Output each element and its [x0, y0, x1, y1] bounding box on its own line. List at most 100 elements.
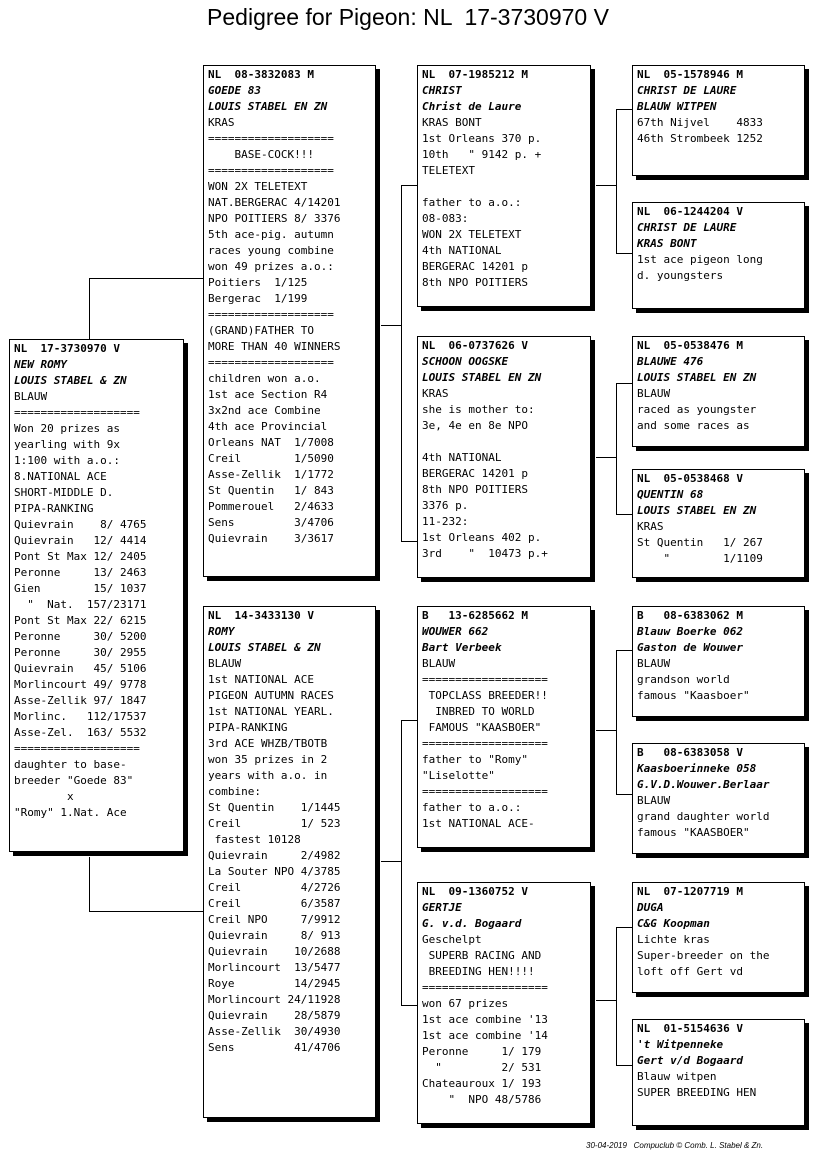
breeder-name: LOUIS STABEL & ZN: [208, 641, 321, 654]
ring-number: NL 05-0538476 M: [637, 339, 743, 352]
card-line: NPO POITIERS 8/ 3376: [208, 212, 341, 225]
connector-line: [89, 911, 203, 912]
pigeon-card-dam-dam-sire[interactable]: NL 07-1207719 M DUGA C&G Koopman Lichte kra…: [632, 882, 805, 993]
card-line: 5th ace-pig. autumn: [208, 228, 334, 241]
pigeon-card-subject[interactable]: NL 17-3730970 V NEW ROMY LOUIS STABEL & ZN…: [9, 339, 184, 852]
card-line: raced as youngster: [637, 403, 757, 416]
pigeon-name: CHRIST DE LAURE: [637, 221, 737, 234]
card-line: 46th Strombeek 1252: [637, 132, 763, 145]
card-line: ===================: [208, 308, 334, 321]
pigeon-card-sire-sire-sire[interactable]: NL 05-1578946 M CHRIST DE LAURE BLAUW WITP…: [632, 65, 805, 176]
card-line: ===================: [14, 742, 140, 755]
card-line: children won a.o.: [208, 372, 321, 385]
card-line: SUPER BREEDING HEN: [637, 1086, 757, 1099]
pigeon-name: BLAUWE 476: [637, 355, 704, 368]
pigeon-name: 't Witpenneke: [637, 1038, 724, 1051]
card-line: 1st ace combine '14: [422, 1029, 548, 1042]
card-line: breeder "Goede 83": [14, 774, 134, 787]
card-line: FAMOUS "KAASBOER": [422, 721, 542, 734]
card-line: Won 20 prizes as: [14, 422, 120, 435]
card-line: father to a.o.:: [422, 801, 522, 814]
card-line: [422, 434, 586, 450]
connector-line: [616, 927, 617, 1066]
connector-line: [616, 650, 617, 795]
connector-line: [616, 383, 632, 384]
ring-number: NL 07-1207719 M: [637, 885, 743, 898]
card-line: 1st Orleans 370 p.: [422, 132, 542, 145]
card-line: Asse-Zellik 97/ 1847: [14, 694, 147, 707]
breeder-name: Bart Verbeek: [422, 641, 502, 654]
card-line: 3rd " 10473 p.+: [422, 547, 548, 560]
breeder-name: C&G Koopman: [637, 917, 710, 930]
card-line: 3rd ACE WHZB/TBOTB: [208, 737, 328, 750]
pigeon-card-sire-dam-dam[interactable]: NL 05-0538468 V QUENTIN 68 LOUIS STABEL EN…: [632, 469, 805, 578]
card-line: INBRED TO WORLD: [422, 705, 535, 718]
card-line: 1st NATIONAL ACE: [208, 673, 314, 686]
ring-number: NL 08-3832083 M: [208, 68, 314, 81]
card-line: Orleans NAT 1/7008: [208, 436, 334, 449]
card-line: father to "Romy": [422, 753, 528, 766]
connector-line: [616, 109, 632, 110]
breeder-name: LOUIS STABEL EN ZN: [637, 371, 757, 384]
card-line: PIPA-RANKING: [208, 721, 288, 734]
card-line: SHORT-MIDDLE D.: [14, 486, 114, 499]
pigeon-card-sire-sire[interactable]: NL 07-1985212 M CHRIST Christ de Laure KRAS…: [417, 65, 591, 307]
card-line: Morlinc. 112/17537: [14, 710, 147, 723]
card-line: KRAS: [208, 116, 235, 129]
pigeon-card-dam-sire-dam[interactable]: B 08-6383058 V Kaasboerinneke 058 G.V.D.Wo…: [632, 743, 805, 854]
card-line: St Quentin 1/ 843: [208, 484, 334, 497]
pigeon-card-dam[interactable]: NL 14-3433130 V ROMY LOUIS STABEL & ZN BLAU…: [203, 606, 376, 1118]
card-line: father to a.o.:: [422, 196, 522, 209]
card-line: Asse-Zellik 1/1772: [208, 468, 334, 481]
connector-line: [616, 253, 632, 254]
ring-number: NL 07-1985212 M: [422, 68, 528, 81]
card-line: ===================: [14, 406, 140, 419]
pigeon-card-dam-sire-sire[interactable]: B 08-6383062 M Blauw Boerke 062 Gaston de …: [632, 606, 805, 717]
card-line: yearling with 9x: [14, 438, 120, 451]
card-line: ===================: [208, 356, 334, 369]
pigeon-card-sire[interactable]: NL 08-3832083 M GOEDE 83 LOUIS STABEL EN Z…: [203, 65, 376, 577]
card-line: BASE-COCK!!!: [208, 148, 314, 161]
card-line: TELETEXT: [422, 164, 475, 177]
card-line: Blauw witpen: [637, 1070, 717, 1083]
pigeon-card-sire-sire-dam[interactable]: NL 06-1244204 V CHRIST DE LAURE KRAS BONT 1…: [632, 202, 805, 309]
card-line: Quievrain 12/ 4414: [14, 534, 147, 547]
card-line: TOPCLASS BREEDER!!: [422, 689, 548, 702]
card-line: Roye 14/2945: [208, 977, 341, 990]
pigeon-card-sire-dam-sire[interactable]: NL 05-0538476 M BLAUWE 476 LOUIS STABEL EN…: [632, 336, 805, 447]
pigeon-card-sire-dam[interactable]: NL 06-0737626 V SCHOON OOGSKE LOUIS STABEL…: [417, 336, 591, 578]
card-line: PIPA-RANKING: [14, 502, 94, 515]
ring-number: NL 09-1360752 V: [422, 885, 528, 898]
card-line: races young combine: [208, 244, 334, 257]
card-line: Pommerouel 2/4633: [208, 500, 334, 513]
card-line: 10th " 9142 p. +: [422, 148, 542, 161]
breeder-name: LOUIS STABEL EN ZN: [422, 371, 542, 384]
connector-line: [401, 720, 417, 721]
connector-line: [616, 650, 632, 651]
card-line: years with a.o. in: [208, 769, 328, 782]
card-line: Morlincourt 13/5477: [208, 961, 341, 974]
card-line: Sens 41/4706: [208, 1041, 341, 1054]
connector-line: [596, 457, 616, 458]
pigeon-card-dam-dam-dam[interactable]: NL 01-5154636 V 't Witpenneke Gert v/d Bog…: [632, 1019, 805, 1126]
breeder-name: G.V.D.Wouwer.Berlaar: [637, 778, 770, 791]
pigeon-name: NEW ROMY: [14, 358, 67, 371]
card-line: 1st Orleans 402 p.: [422, 531, 542, 544]
card-line: Quievrain 8/ 913: [208, 929, 341, 942]
breeder-name: BLAUW WITPEN: [637, 100, 717, 113]
card-line: KRAS: [422, 387, 449, 400]
connector-line: [401, 1005, 417, 1006]
pigeon-card-dam-dam[interactable]: NL 09-1360752 V GERTJE G. v.d. Bogaard Gesc…: [417, 882, 591, 1124]
pigeon-name: CHRIST DE LAURE: [637, 84, 737, 97]
card-line: x: [14, 790, 74, 803]
pigeon-card-dam-sire[interactable]: B 13-6285662 M WOUWER 662 Bart Verbeek BLAU…: [417, 606, 591, 848]
card-line: KRAS: [637, 520, 664, 533]
card-line: 08-083:: [422, 212, 469, 225]
ring-number: B 08-6383058 V: [637, 746, 743, 759]
breeder-name: Gaston de Wouwer: [637, 641, 743, 654]
card-line: and some races as: [637, 419, 750, 432]
pigeon-name: QUENTIN 68: [637, 488, 704, 501]
page-title: Pedigree for Pigeon: NL 17-3730970 V: [207, 4, 609, 30]
connector-line: [616, 383, 617, 515]
card-line: she is mother to:: [422, 403, 535, 416]
